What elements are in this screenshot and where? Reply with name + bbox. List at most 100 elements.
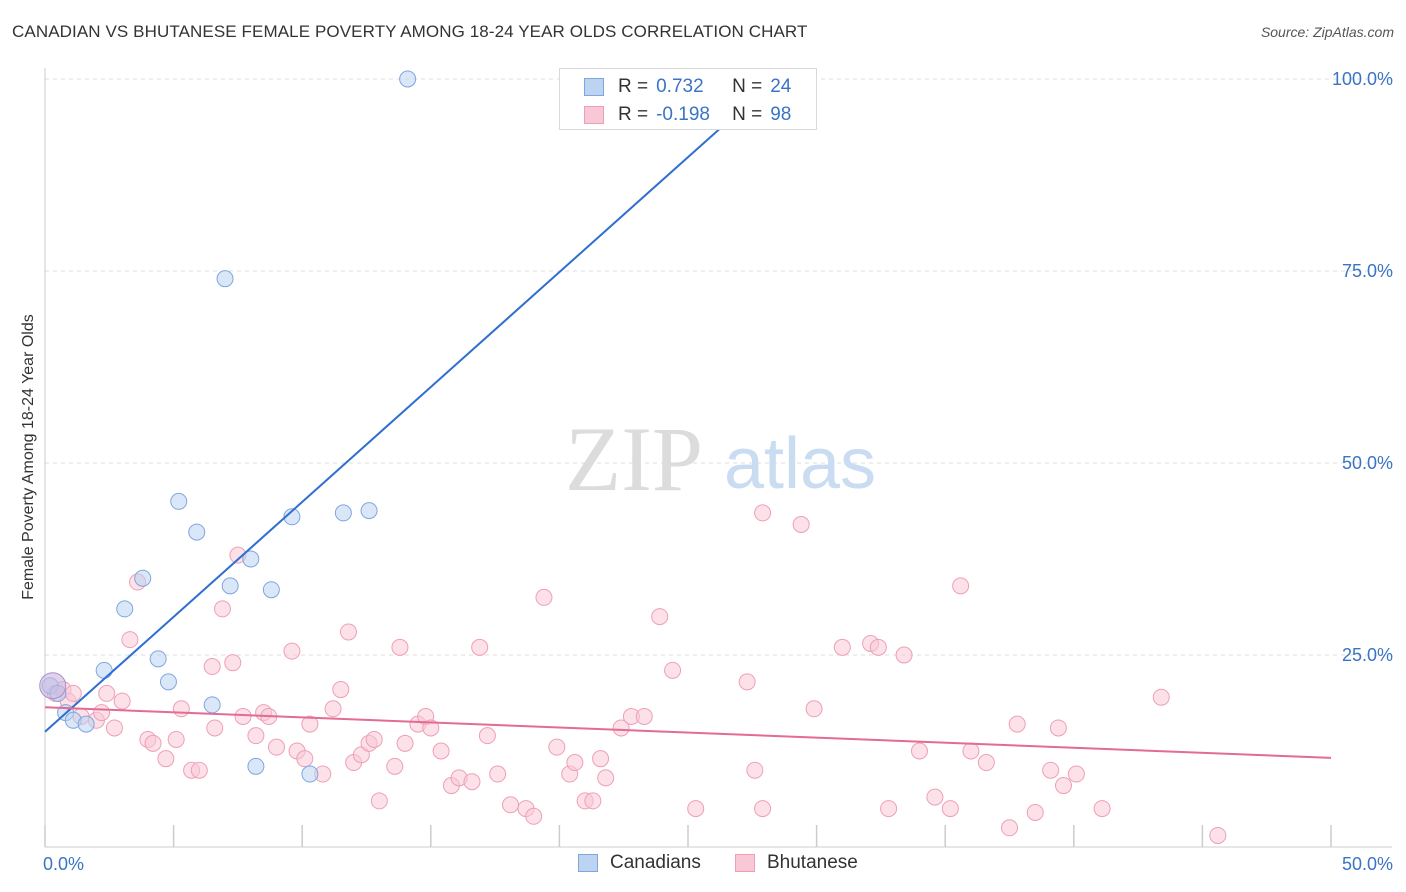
canadian-point <box>262 581 280 599</box>
bhutanese-point <box>746 761 764 779</box>
bhutanese-point <box>926 788 944 806</box>
bhutanese-point <box>1008 715 1026 733</box>
canadian-point <box>301 765 319 783</box>
bhutanese-point <box>301 715 319 733</box>
bhutanese-point <box>687 800 705 818</box>
bhutanese-point <box>664 661 682 679</box>
bhutanese-point <box>869 638 887 656</box>
bhutanese-point <box>895 646 913 664</box>
bhutanese-point <box>805 700 823 718</box>
source-credit: Source: ZipAtlas.com <box>1260 24 1394 40</box>
legend-swatch-bhutanese <box>735 854 755 872</box>
r-label: R = <box>618 104 649 125</box>
bhutanese-point <box>1067 765 1085 783</box>
bhutanese-point <box>471 638 489 656</box>
legend-item-bhutanese: Bhutanese <box>735 852 858 874</box>
legend-swatch-canadians <box>578 854 598 872</box>
bhutanese-point <box>754 504 772 522</box>
gridlines <box>45 78 1392 656</box>
canadian-point <box>334 504 352 522</box>
bhutanese-point <box>324 700 342 718</box>
bhutanese-point <box>525 807 543 825</box>
bhutanese-point <box>592 750 610 768</box>
bhutanese-point <box>213 600 231 618</box>
legend-swatch-bhutanese <box>584 106 604 124</box>
bhutanese-point <box>489 765 507 783</box>
chart-title: CANADIAN VS BHUTANESE FEMALE POVERTY AMO… <box>12 22 808 41</box>
bhutanese-point <box>234 707 252 725</box>
overlap-point <box>39 672 67 700</box>
bhutanese-point <box>941 800 959 818</box>
bhutanese-point <box>203 658 221 676</box>
canadian-point <box>77 715 95 733</box>
bhutanese-point <box>1026 803 1044 821</box>
bhutanese-point <box>1209 826 1227 844</box>
axes <box>44 68 1392 848</box>
canadian-point <box>159 673 177 691</box>
n-value-canadians: 24 <box>770 76 792 97</box>
bhutanese-point <box>144 734 162 752</box>
canadian-point <box>134 569 152 587</box>
legend-row-bhutanese: R = -0.198 N = 98 <box>584 101 791 129</box>
canadian-point <box>399 70 417 88</box>
bhutanese-point <box>635 707 653 725</box>
r-value-bhutanese: -0.198 <box>656 104 710 125</box>
bhutanese-point <box>880 800 898 818</box>
n-label: N = <box>732 76 763 97</box>
bhutanese-point <box>365 730 383 748</box>
bhutanese-point <box>1001 819 1018 837</box>
bhutanese-point <box>548 738 566 756</box>
trend-lines <box>44 78 1332 759</box>
legend-label-bhutanese: Bhutanese <box>767 852 858 873</box>
y-tick-label: 75.0% <box>1342 261 1393 281</box>
bhutanese-point <box>962 742 980 760</box>
bhutanese-point <box>833 638 851 656</box>
r-value-canadians: 0.732 <box>656 76 704 97</box>
watermark: ZIP atlas <box>565 408 876 510</box>
n-value-bhutanese: 98 <box>770 104 792 125</box>
bhutanese-point <box>651 608 669 626</box>
series-legend: Canadians Bhutanese <box>0 852 1406 876</box>
bhutanese-point <box>224 654 242 672</box>
bhutanese-point <box>172 700 190 718</box>
legend-item-canadians: Canadians <box>578 852 701 874</box>
y-tick-label: 50.0% <box>1342 453 1393 473</box>
bhutanese-point <box>463 773 481 791</box>
canadian-point <box>95 661 113 679</box>
bhutanese-point <box>952 577 970 595</box>
canadian-point <box>360 502 378 520</box>
bhutanese-point <box>157 750 175 768</box>
bhutanese-point <box>396 734 414 752</box>
bhutanese-point <box>283 642 301 660</box>
canadian-point <box>116 600 134 618</box>
watermark-atlas: atlas <box>724 424 876 504</box>
bhutanese-point <box>332 681 350 699</box>
bhutanese-point <box>370 792 388 810</box>
bhutanese-point <box>1152 688 1170 706</box>
bhutanese-point <box>584 792 602 810</box>
legend-label-canadians: Canadians <box>610 852 701 873</box>
bhutanese-point <box>612 719 630 737</box>
r-label: R = <box>618 76 649 97</box>
bhutanese-point <box>267 738 285 756</box>
y-tick-label: 100.0% <box>1332 69 1393 89</box>
watermark-zip: ZIP <box>565 408 703 510</box>
x-tick-label: 0.0% <box>43 854 84 874</box>
n-label: N = <box>732 104 763 125</box>
bhutanese-point <box>738 673 756 691</box>
bhutanese-point <box>478 727 496 745</box>
canadian-point <box>242 550 260 568</box>
bhutanese-point <box>754 800 772 818</box>
bhutanese-point <box>121 631 139 649</box>
bhutanese-point <box>113 692 131 710</box>
bhutanese-point <box>1093 800 1111 818</box>
bhutanese-trend-line <box>44 706 1332 759</box>
bhutanese-point <box>535 588 553 606</box>
bhutanese-point <box>1049 719 1067 737</box>
bhutanese-point <box>1055 777 1073 795</box>
bhutanese-point <box>386 757 404 775</box>
x-tick-label: 50.0% <box>1342 854 1393 874</box>
tick-labels: 25.0% 50.0% 75.0% 100.0% 0.0% 50.0% <box>43 69 1393 874</box>
bhutanese-point <box>422 719 440 737</box>
